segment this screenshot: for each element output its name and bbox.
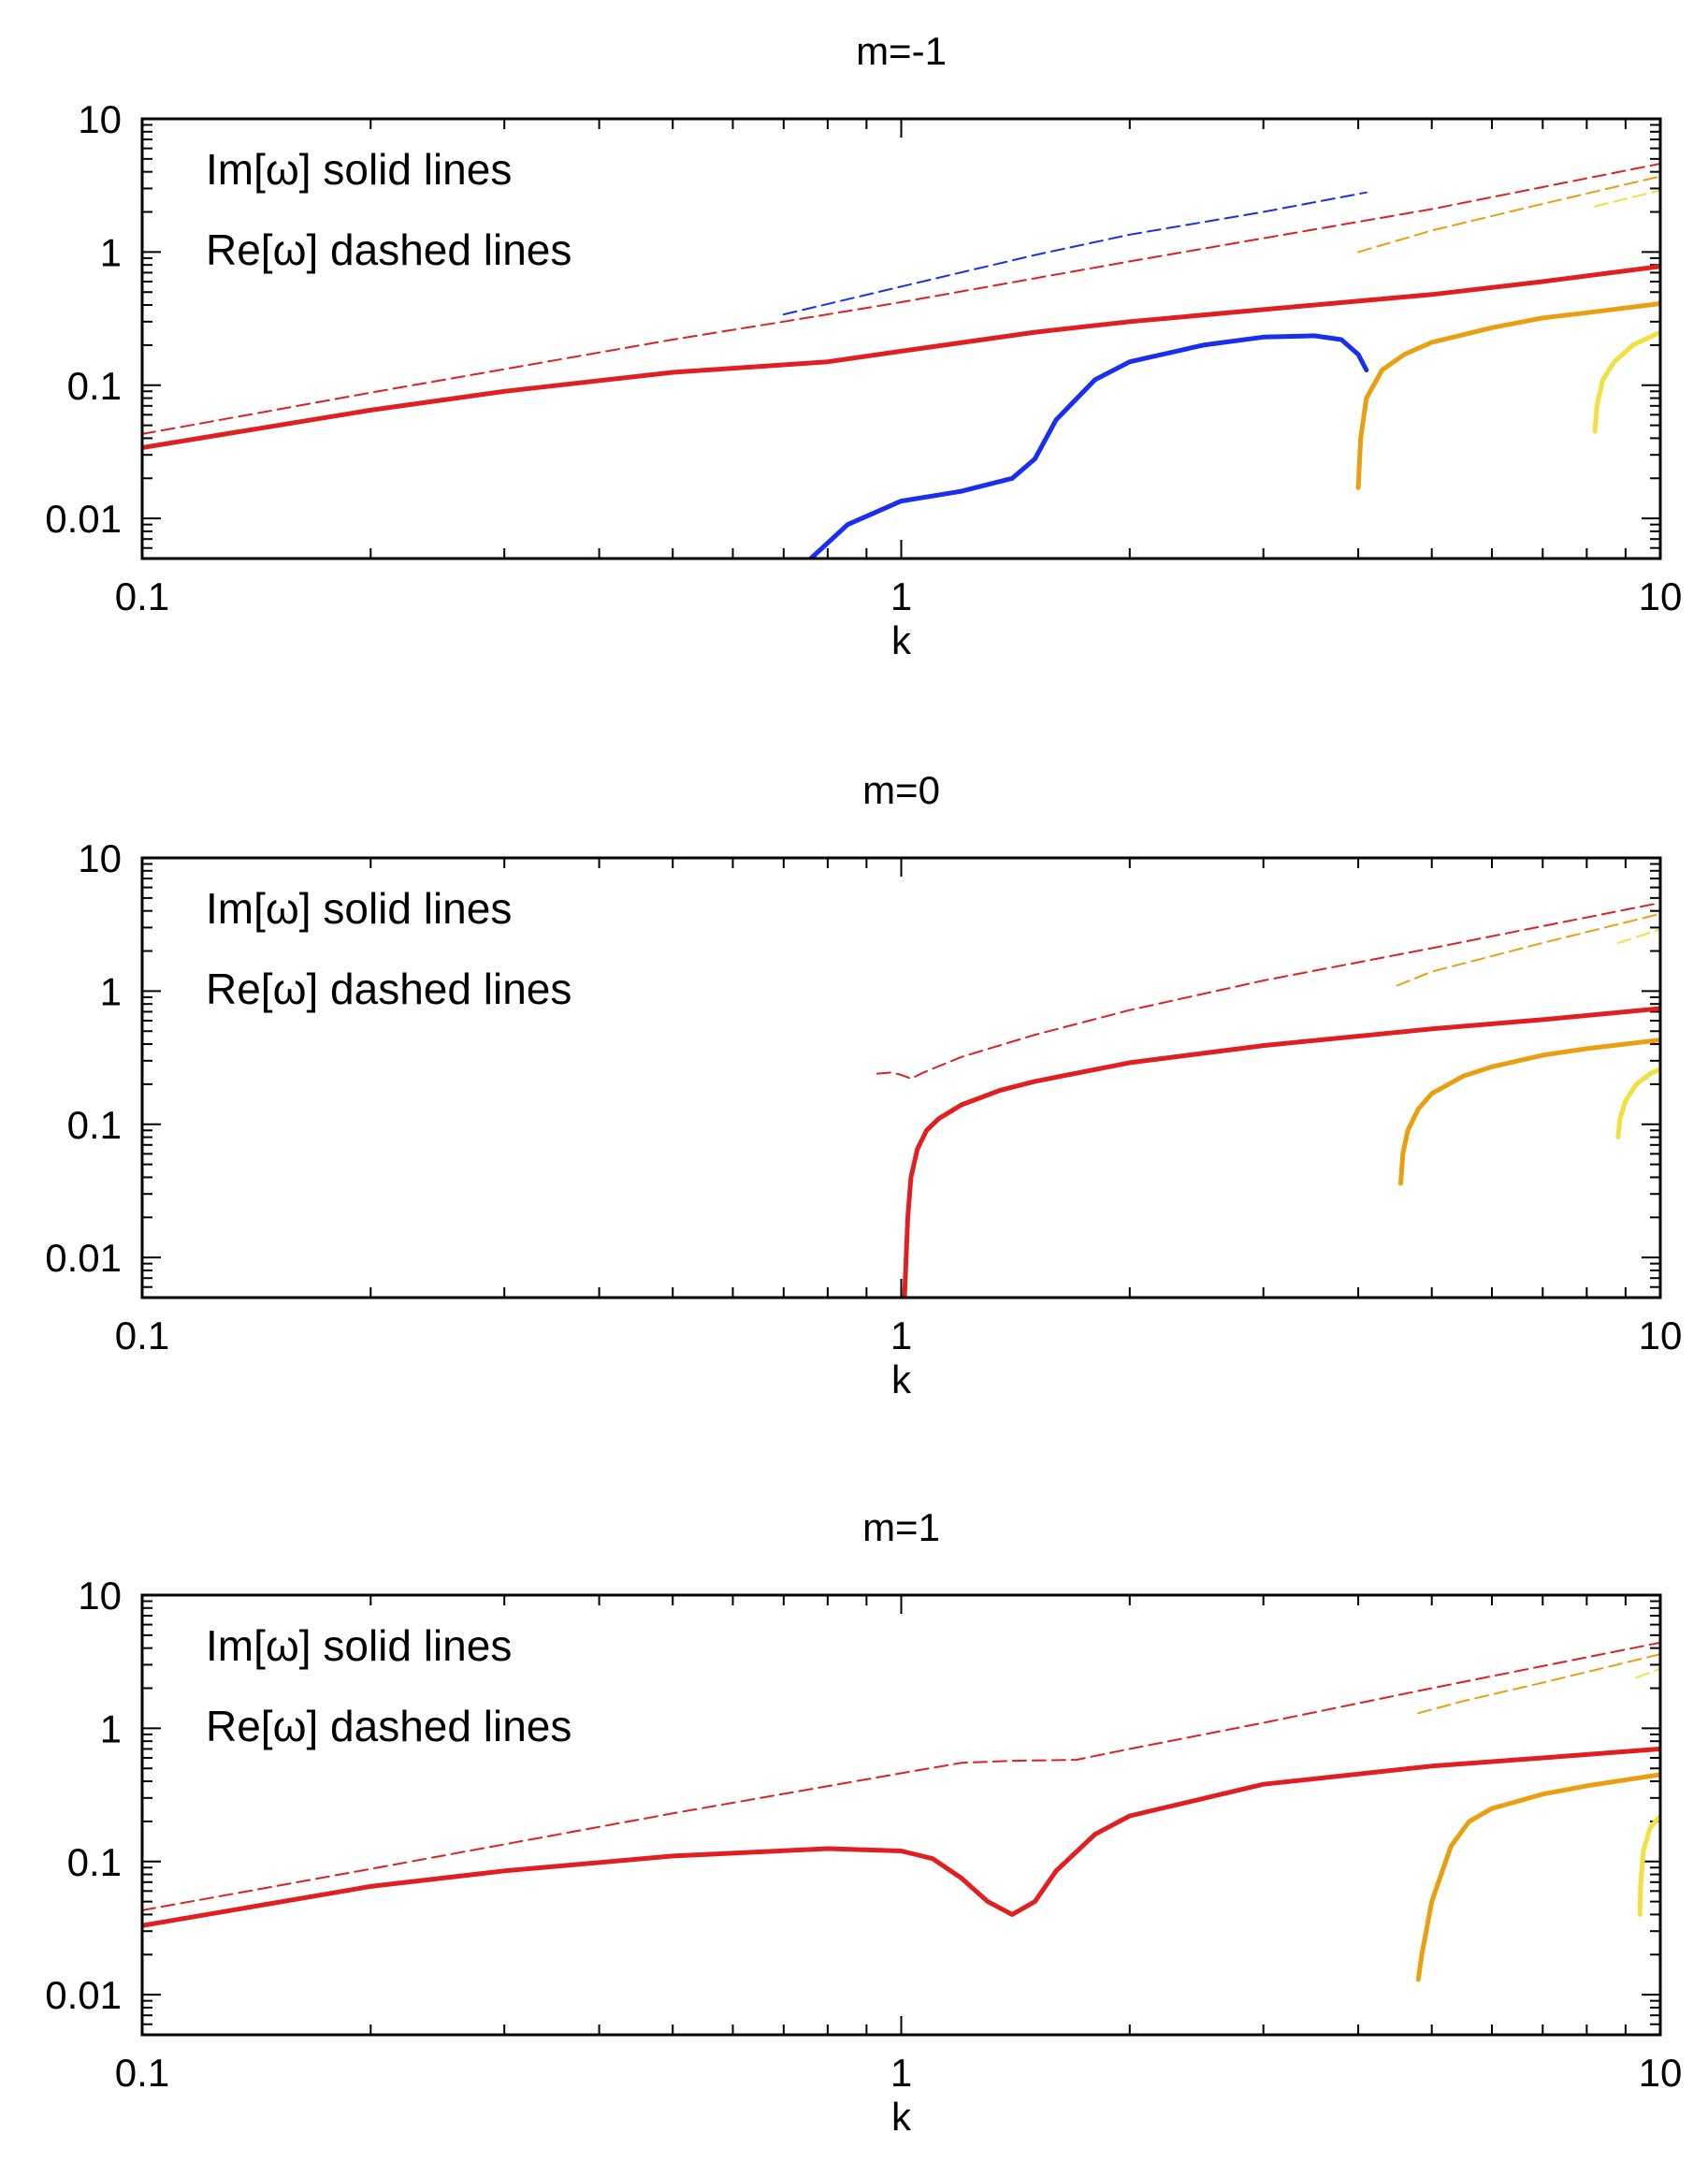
series-im-branch-1 [142,1746,1660,1928]
x-tick-label: 10 [1639,2051,1683,2095]
x-tick-label: 1 [890,1313,912,1357]
legend-text: Re[ω] dashed lines [206,225,572,274]
series-re-branch-2 [1417,1653,1660,1715]
legend-text: Im[ω] solid lines [206,1621,512,1670]
series-re-branch-1 [876,902,1660,1080]
chart-title: m=1 [862,1505,940,1549]
series-group [876,902,1660,1298]
legend-text: Re[ω] dashed lines [206,1702,572,1750]
legend-text: Re[ω] dashed lines [206,965,572,1013]
series-re-branch-1 [142,1641,1660,1911]
series-re-branch-3 [1635,1667,1660,1679]
x-tick-label: 0.1 [115,1313,169,1357]
series-im-branch-1 [902,1006,1660,1298]
series-im-branch-2 [808,333,1369,559]
series-im-branch-1 [142,264,1660,450]
y-tick-label: 0.1 [67,1840,122,1884]
plot-frame [140,1593,1662,2037]
series-im-branch-4 [1592,329,1660,434]
y-tick-label: 10 [78,836,122,880]
y-tick-label: 1 [100,230,122,274]
y-tick-label: 0.01 [45,497,122,541]
plot-frame [140,856,1662,1299]
panel-m-minus-1: m=-1 0.1 1 10 0.01 0.1 1 10 k Im[ω] solid lines Re… [45,29,1682,662]
x-axis-label: k [891,1357,912,1401]
series-re-branch-3 [1616,928,1660,944]
panel-m-0: m=0 0.1 1 10 0.01 0.1 1 10 k Im[ω] solid lines Re[… [45,768,1682,1401]
x-tick-label: 0.1 [115,2051,169,2095]
x-tick-label: 10 [1639,574,1683,618]
series-im-branch-2 [1398,1038,1660,1186]
series-im-branch-3 [1637,1813,1660,1917]
series-re-branch-2 [1396,912,1660,987]
y-tick-label: 10 [78,97,122,141]
series-group [142,163,1660,559]
x-tick-label: 0.1 [115,574,169,618]
panel-m-1: m=1 0.1 1 10 0.01 0.1 1 10 k Im[ω] solid lines Re[… [45,1505,1682,2139]
series-im-branch-2 [1415,1772,1660,1982]
y-tick-label: 0.1 [67,1103,122,1147]
legend-text: Im[ω] solid lines [206,145,512,194]
x-tick-label: 1 [890,574,912,618]
series-re-branch-1 [142,163,1660,435]
x-tick-label: 10 [1639,1313,1683,1357]
y-tick-label: 1 [100,1706,122,1750]
series-re-branch-4 [1594,189,1660,208]
x-tick-label: 1 [890,2051,912,2095]
x-axis-label: k [891,2095,912,2139]
y-tick-label: 1 [100,969,122,1013]
y-tick-label: 0.01 [45,1236,122,1280]
chart-title: m=0 [862,768,940,812]
x-axis-label: k [891,618,912,662]
plot-frame [140,117,1662,560]
y-tick-label: 0.1 [67,364,122,408]
series-group [142,1641,1660,1982]
y-tick-label: 0.01 [45,1973,122,2017]
series-im-branch-3 [1615,1067,1660,1140]
legend-text: Im[ω] solid lines [206,884,512,933]
series-im-branch-3 [1355,301,1660,490]
y-tick-label: 10 [78,1574,122,1618]
chart-title: m=-1 [856,29,947,73]
series-re-branch-2 [782,191,1368,316]
